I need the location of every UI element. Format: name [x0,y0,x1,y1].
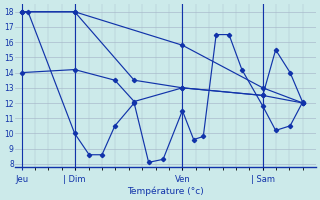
X-axis label: Température (°c): Température (°c) [127,186,204,196]
